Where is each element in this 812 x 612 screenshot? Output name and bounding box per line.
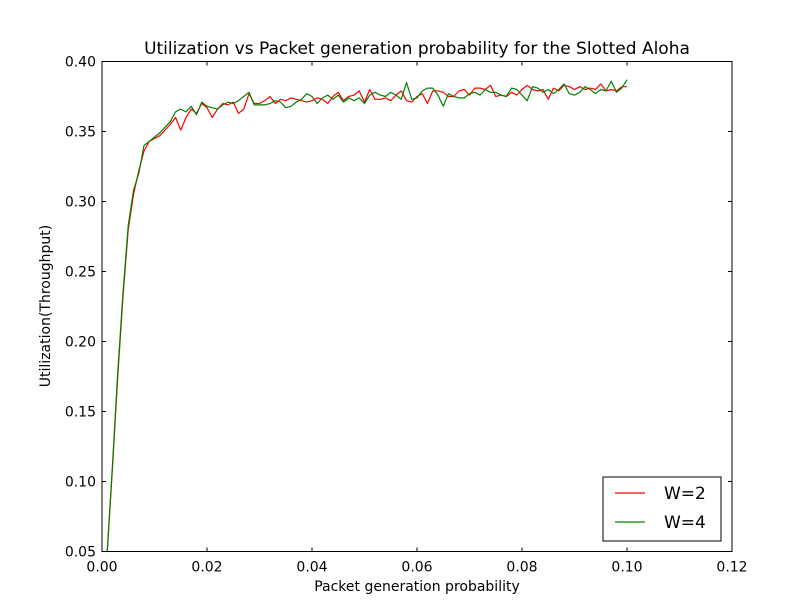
x-tick-label: 0.12 [716, 560, 747, 576]
y-tick-label: 0.35 [65, 125, 96, 141]
y-tick-label: 0.40 [65, 55, 96, 71]
y-tick-label: 0.20 [65, 335, 96, 351]
x-axis-label: Packet generation probability [314, 579, 520, 595]
plot-lines [106, 79, 628, 552]
x-tick-label: 0.00 [86, 560, 117, 576]
y-tick-label: 0.05 [65, 545, 96, 561]
y-tick-label: 0.25 [65, 265, 96, 281]
legend-box [602, 476, 722, 542]
x-axis: 0.00 0.02 0.04 0.06 0.08 0.10 0.12 [86, 61, 748, 576]
x-tick-label: 0.02 [191, 560, 222, 576]
legend: W=2 W=4 [602, 476, 722, 542]
legend-label-w2: W=2 [664, 484, 706, 504]
x-tick-label: 0.10 [611, 560, 642, 576]
legend-label-w4: W=4 [664, 513, 706, 533]
chart-title: Utilization vs Packet generation probabi… [144, 39, 690, 59]
y-axis: 0.05 0.10 0.15 0.20 0.25 0.30 0.35 0.40 [65, 55, 732, 561]
x-tick-label: 0.06 [401, 560, 432, 576]
x-tick-label: 0.08 [506, 560, 537, 576]
y-axis-label: Utilization(Throughput) [38, 225, 54, 387]
y-tick-label: 0.15 [65, 405, 96, 421]
y-tick-label: 0.30 [65, 195, 96, 211]
x-tick-label: 0.04 [296, 560, 327, 576]
series-line-w4 [106, 79, 628, 552]
y-tick-label: 0.10 [65, 475, 96, 491]
